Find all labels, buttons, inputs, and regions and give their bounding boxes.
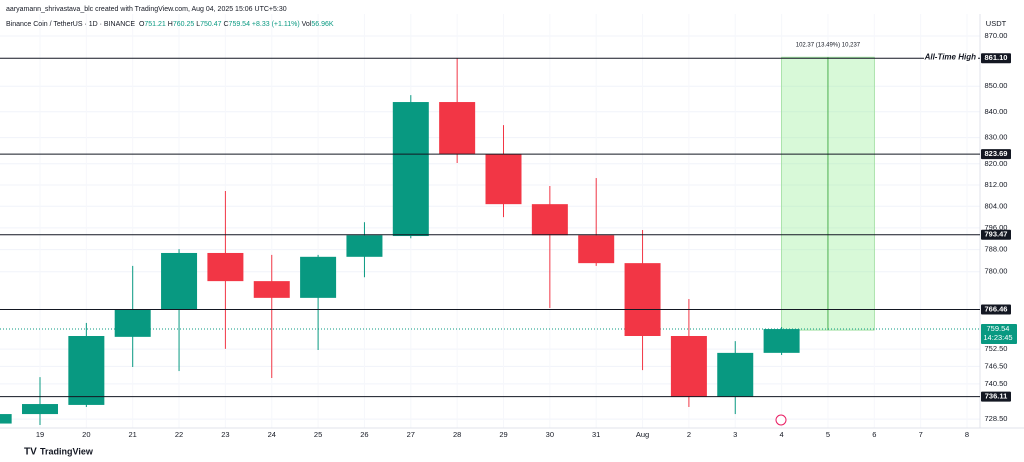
annotation: All-Time High xyxy=(924,52,977,61)
ohlc-value: 750.47 xyxy=(200,21,222,28)
candle-body xyxy=(439,102,476,155)
y-tick-label: 850.00 xyxy=(985,81,1008,90)
candle-body xyxy=(68,336,105,405)
x-tick-label: 31 xyxy=(592,430,600,439)
last-price-bg xyxy=(981,324,1017,345)
y-tick-label: 840.00 xyxy=(985,107,1008,116)
header: aaryamann_shrivastava_blc created with T… xyxy=(6,2,334,32)
candle-body xyxy=(670,336,707,397)
x-tick-label: 23 xyxy=(221,430,229,439)
ohlc-key: C xyxy=(223,21,229,28)
candle-body xyxy=(300,256,337,298)
level-label: 823.69 xyxy=(985,149,1008,158)
y-tick-label: 804.00 xyxy=(985,201,1008,210)
x-tick-label: 24 xyxy=(268,430,276,439)
x-tick-label: 5 xyxy=(826,430,830,439)
x-tick-label: 25 xyxy=(314,430,322,439)
candle-body xyxy=(22,404,58,415)
annotation-bg xyxy=(924,52,978,65)
level-label-bg xyxy=(981,53,1011,64)
x-tick-label: 20 xyxy=(82,430,90,439)
x-tick-label: 26 xyxy=(360,430,368,439)
y-tick-label: 740.50 xyxy=(985,379,1008,388)
event-icon xyxy=(775,414,787,426)
y-tick-label: 752.50 xyxy=(985,344,1008,353)
y-tick-label: 830.00 xyxy=(985,133,1008,142)
candle-body xyxy=(578,235,615,264)
candle-body xyxy=(114,309,151,337)
level-label-bg xyxy=(981,304,1011,315)
ohlc-key: L xyxy=(196,21,201,28)
candle-body xyxy=(531,204,568,236)
ohlc-key: O xyxy=(138,21,145,28)
y-tick-label: 788.00 xyxy=(985,245,1008,254)
logo-icon: TV xyxy=(24,447,37,458)
y-tick-label: 796.00 xyxy=(985,223,1008,232)
level-label: 861.10 xyxy=(985,53,1008,62)
x-tick-label: 28 xyxy=(453,430,461,439)
y-tick-label: 812.00 xyxy=(985,180,1008,189)
credit: aaryamann_shrivastava_blc created with T… xyxy=(6,6,287,13)
ohlc-value: 760.25 xyxy=(172,21,195,28)
level-label-bg xyxy=(981,149,1011,160)
last-price-label: 759.54 xyxy=(987,324,1010,333)
volume-key: Vol xyxy=(301,21,312,28)
candle-body xyxy=(346,235,383,257)
level-label: 736.11 xyxy=(985,392,1008,401)
x-tick-label: 2 xyxy=(687,430,691,439)
x-tick-label: 29 xyxy=(499,430,507,439)
level-label-bg xyxy=(981,229,1011,240)
y-tick-label: 870.00 xyxy=(985,31,1008,40)
level-label: 793.47 xyxy=(985,230,1008,239)
ohlc-value: 759.54 xyxy=(228,21,250,28)
y-unit: USDT xyxy=(986,19,1007,28)
volume: 56.96K xyxy=(311,21,334,28)
y-tick-label: 746.50 xyxy=(985,361,1008,370)
x-tick-label: 19 xyxy=(36,430,44,439)
x-tick-label: 6 xyxy=(872,430,876,439)
countdown: 14:23:45 xyxy=(983,333,1012,342)
candle-body xyxy=(207,252,244,282)
y-tick-label: 820.00 xyxy=(985,159,1008,168)
logo: TradingView xyxy=(40,446,94,456)
measure-label: 102.37 (13.49%) 10,237 xyxy=(796,43,861,49)
x-tick-label: 30 xyxy=(546,430,554,439)
candle-body xyxy=(485,154,522,205)
level-label-bg xyxy=(981,391,1011,402)
candle-body xyxy=(717,352,754,397)
x-tick-label: 27 xyxy=(407,430,415,439)
symbol-line: Binance Coin / TetherUS · 1D · BINANCE O… xyxy=(6,17,334,32)
x-tick-label: 7 xyxy=(919,430,923,439)
ohlc-key: H xyxy=(167,21,173,28)
candle-body xyxy=(624,263,661,337)
candle-body xyxy=(392,102,429,237)
candle-body xyxy=(161,252,198,310)
x-tick-label: 21 xyxy=(129,430,137,439)
symbol: Binance Coin / TetherUS · 1D · BINANCE xyxy=(6,21,136,28)
ohlc-value: 751.21 xyxy=(144,21,166,28)
candle-body xyxy=(0,414,12,424)
level-label: 766.46 xyxy=(985,304,1008,313)
x-tick-label: Aug xyxy=(636,430,649,439)
candle-body xyxy=(763,329,800,353)
x-tick-label: 4 xyxy=(780,430,784,439)
ohlc: O751.21 H760.25 L750.47 C759.54 xyxy=(139,21,252,28)
y-tick-label: 728.50 xyxy=(985,414,1008,423)
x-tick-label: 3 xyxy=(733,430,737,439)
candle-body xyxy=(253,281,290,298)
x-tick-label: 8 xyxy=(965,430,969,439)
change: +8.33 (+1.11%) xyxy=(251,21,300,28)
x-tick-label: 22 xyxy=(175,430,183,439)
y-tick-label: 780.00 xyxy=(985,267,1008,276)
